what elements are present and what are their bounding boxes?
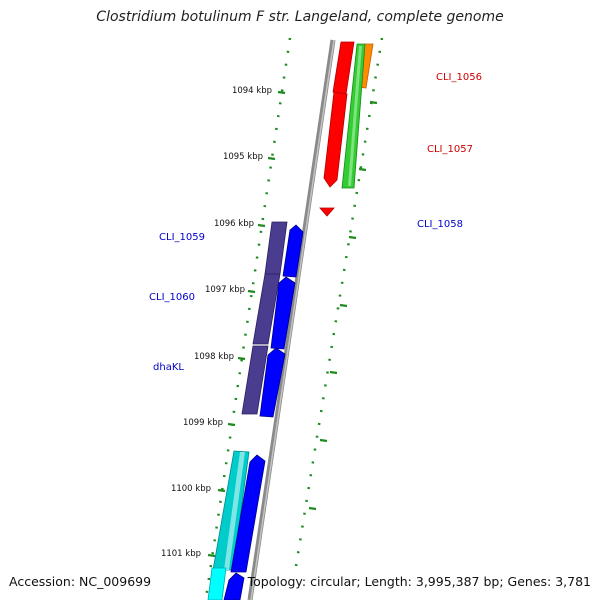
gene-label-cli-1057[interactable]: CLI_1058 xyxy=(417,219,463,230)
topology-text: Topology: circular; Length: 3,995,387 bp… xyxy=(247,574,591,589)
tick-label-1095: 1095 kbp xyxy=(223,152,263,162)
tick-label-1094: 1094 kbp xyxy=(232,86,272,96)
gene-cli-1058-blue-arrow[interactable] xyxy=(282,224,304,278)
scale-tick-labels: 1094 kbp 1095 kbp 1096 kbp 1097 kbp 1098… xyxy=(161,86,272,559)
gene-dhakl-blue-lower[interactable] xyxy=(223,572,245,600)
accession-text: Accession: NC_009699 xyxy=(9,574,152,589)
gene-cli-1057-arrow[interactable] xyxy=(319,207,335,217)
gene-labels: CLI_1056 CLI_1057 CLI_1058 CLI_1059 CLI_… xyxy=(149,72,482,373)
tick-label-1098: 1098 kbp xyxy=(194,352,234,362)
gene-cli-1056-arrow[interactable] xyxy=(323,91,348,188)
tick-label-1096: 1096 kbp xyxy=(214,219,254,229)
gene-dhakl-cyan-highlight xyxy=(224,452,245,570)
gene-label-cli-1056[interactable]: CLI_1057 xyxy=(427,144,473,155)
gene-cli-1056-green-highlight xyxy=(348,46,362,186)
gene-cli-1059-navy-block[interactable] xyxy=(252,273,281,345)
right-major-ticks xyxy=(308,100,378,511)
tick-label-1100: 1100 kbp xyxy=(171,484,211,494)
gene-label-cli-1059[interactable]: CLI_1060 xyxy=(149,292,195,303)
gene-dhakl-blue-arrow[interactable] xyxy=(230,454,266,573)
gene-label-cli-1058[interactable]: CLI_1059 xyxy=(159,232,205,243)
gene-cli-1058-navy-block[interactable] xyxy=(264,221,288,275)
left-major-ticks xyxy=(207,90,286,558)
gene-dhakl-cyan-lower[interactable] xyxy=(207,567,227,600)
genome-title: Clostridium botulinum F str. Langeland, … xyxy=(96,9,504,25)
gene-cli-1055-arrow[interactable] xyxy=(332,41,355,95)
gene-cli-1059-blue-arrow[interactable] xyxy=(270,276,296,350)
gene-cli-1060-blue-arrow[interactable] xyxy=(259,347,286,418)
gene-label-cli-1060[interactable]: dhaKL xyxy=(153,362,184,373)
gene-cli-1060-navy-block[interactable] xyxy=(241,345,269,415)
tick-label-1099: 1099 kbp xyxy=(183,418,223,428)
genome-backbone xyxy=(247,39,336,600)
genome-backbone-highlight xyxy=(250,39,335,600)
gene-label-cli-1055[interactable]: CLI_1056 xyxy=(436,72,482,83)
tick-label-1097: 1097 kbp xyxy=(205,285,245,295)
tick-label-1101: 1101 kbp xyxy=(161,549,201,559)
